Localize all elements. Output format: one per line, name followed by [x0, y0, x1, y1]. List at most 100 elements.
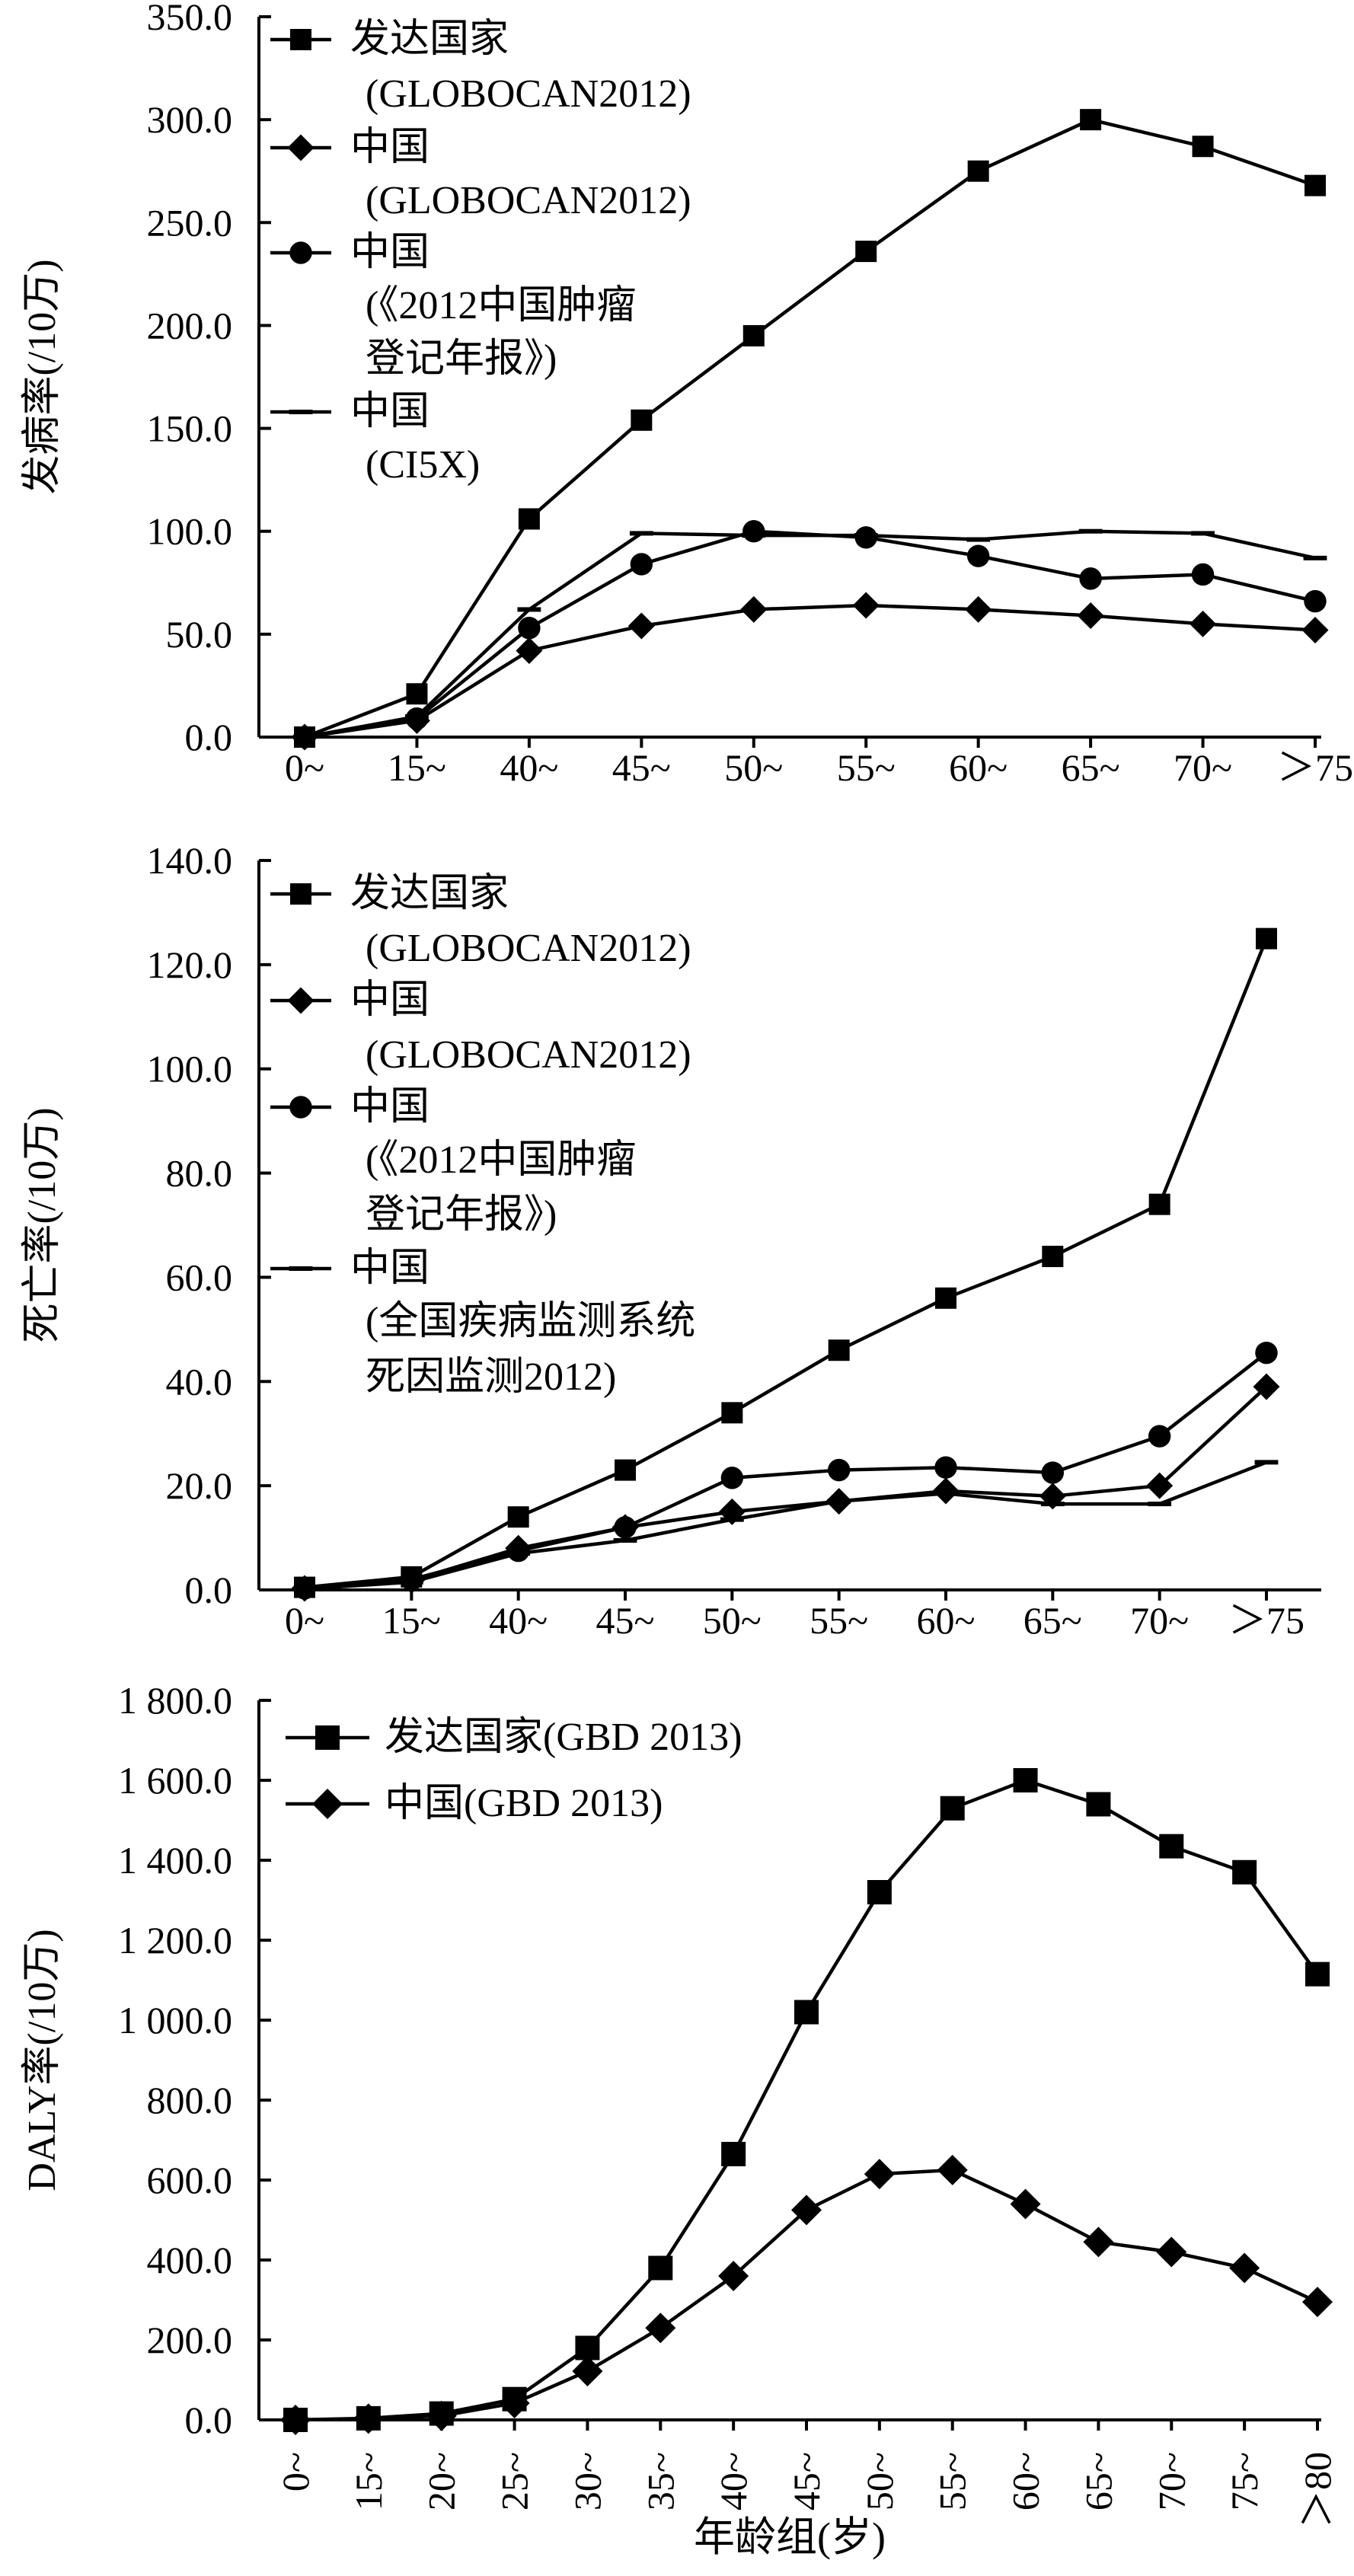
legend-marker	[289, 241, 312, 264]
x-tick-label: 55~	[837, 746, 896, 789]
series-square	[283, 1768, 1330, 2432]
y-tick-label: 1 400.0	[118, 1839, 232, 1882]
x-tick-label: 0~	[274, 2452, 317, 2491]
y-tick-label: 1 800.0	[118, 1679, 232, 1722]
data-point	[1229, 2252, 1260, 2284]
data-point	[934, 1491, 958, 1496]
legend-marker	[289, 1266, 313, 1271]
x-tick-label: 45~	[596, 1599, 654, 1642]
legend-marker	[287, 134, 315, 161]
legend-source: (GLOBOCAN2012)	[366, 72, 691, 116]
x-tick-label: 40~	[489, 1599, 548, 1642]
legend-source: (GLOBOCAN2012)	[366, 927, 691, 970]
data-point	[1013, 1768, 1038, 1792]
x-tick-label: ＞75	[1228, 1599, 1305, 1642]
y-tick-label: 140.0	[147, 839, 233, 882]
data-point	[1080, 109, 1102, 131]
x-tick-label: 60~	[949, 746, 1008, 789]
series-line	[295, 1778, 1319, 2422]
series-dash	[304, 528, 1327, 739]
data-point	[742, 324, 765, 346]
incidence-panel: 0.0 50.0 100.0 150.0 200.0 250.0 300.0 350.0 0~ 1…	[21, 0, 1353, 789]
data-point	[937, 2154, 968, 2185]
y-tick-label: 120.0	[147, 943, 233, 986]
series-line	[304, 603, 1316, 739]
series-diamond	[280, 2154, 1333, 2435]
data-point	[1041, 1461, 1065, 1484]
data-point	[1192, 136, 1214, 158]
data-point	[940, 1796, 965, 1821]
data-point	[1255, 1341, 1278, 1365]
data-point	[1156, 2236, 1187, 2268]
legend-marker	[289, 1096, 312, 1119]
legend-source: (GLOBOCAN2012)	[366, 1033, 691, 1077]
y-tick-label: 300.0	[147, 98, 233, 141]
legend-label: 中国	[350, 1247, 430, 1290]
y-tick-label: 250.0	[147, 201, 233, 244]
data-point	[615, 1459, 636, 1481]
y-tick-label: 40.0	[166, 1360, 233, 1403]
legend-source: (《2012中国肿瘤	[366, 1138, 636, 1182]
data-point	[1305, 174, 1326, 196]
x-tick-label: 70~	[1150, 2452, 1193, 2511]
data-point	[935, 1287, 956, 1309]
data-point	[1301, 616, 1329, 643]
legend-item: 发达国家 (GLOBOCAN2012)	[270, 872, 691, 970]
data-point	[1079, 567, 1102, 590]
series-line	[304, 1460, 1267, 1591]
x-tick-label: 30~	[566, 2452, 608, 2511]
data-point	[1232, 1859, 1257, 1885]
series-dash	[304, 1460, 1279, 1591]
x-tick-label: 35~	[639, 2452, 682, 2511]
data-point	[721, 1402, 743, 1424]
data-point	[742, 520, 765, 543]
series-circle	[293, 1341, 1278, 1600]
x-tick-label: 65~	[1023, 1599, 1082, 1642]
series-square	[294, 927, 1277, 1598]
y-tick-label: 150.0	[147, 407, 233, 450]
legend-item: 发达国家(GBD 2013)	[286, 1716, 742, 1759]
y-tick-label: 600.0	[147, 2159, 233, 2201]
x-tick-label: 45~	[785, 2452, 828, 2511]
legend-marker	[312, 1789, 343, 1819]
data-point	[1253, 1373, 1280, 1400]
series-line	[304, 1351, 1268, 1591]
x-tick-label: 65~	[1077, 2452, 1119, 2511]
data-point	[1148, 1502, 1172, 1507]
y-tick-label: 0.0	[185, 1569, 233, 1611]
data-point	[518, 508, 540, 530]
x-tick-label: 55~	[931, 2452, 974, 2511]
data-point	[794, 2000, 819, 2025]
y-tick-label: 100.0	[147, 510, 233, 553]
legend-source: 登记年报》)	[366, 1193, 557, 1237]
data-point	[631, 409, 653, 431]
x-tick-label: 50~	[858, 2452, 901, 2511]
y-tick-label: 200.0	[147, 304, 233, 346]
series-line	[304, 1385, 1268, 1591]
x-tick-label: 60~	[1004, 2452, 1047, 2511]
x-tick-label: ＞75	[1277, 746, 1353, 789]
data-point	[516, 637, 543, 664]
data-point	[1077, 602, 1104, 630]
data-point	[1303, 555, 1327, 560]
data-point	[629, 531, 653, 536]
legend-source: (GLOBOCAN2012)	[366, 179, 691, 222]
x-tick-label: ＞80	[1296, 2452, 1339, 2528]
data-point	[742, 533, 766, 538]
legend-source: 登记年报》)	[366, 337, 557, 381]
data-point	[518, 617, 541, 640]
legend-item: 中国(GBD 2013)	[286, 1782, 663, 1825]
y-axis-label: 发病率(/10万)	[21, 259, 64, 494]
data-point	[1254, 1460, 1279, 1465]
data-point	[353, 2403, 384, 2434]
y-axis-label: DALY率(/10万)	[21, 1929, 64, 2191]
y-tick-label: 1 000.0	[118, 1999, 232, 2041]
legend-source: (全国疾病监测系统	[366, 1300, 695, 1343]
x-tick-label: 75~	[1223, 2452, 1266, 2511]
legend-label: 发达国家	[350, 872, 509, 915]
legend-marker	[287, 987, 315, 1014]
legend-label: 中国(GBD 2013)	[385, 1782, 663, 1825]
x-tick-label: 50~	[703, 1599, 762, 1642]
